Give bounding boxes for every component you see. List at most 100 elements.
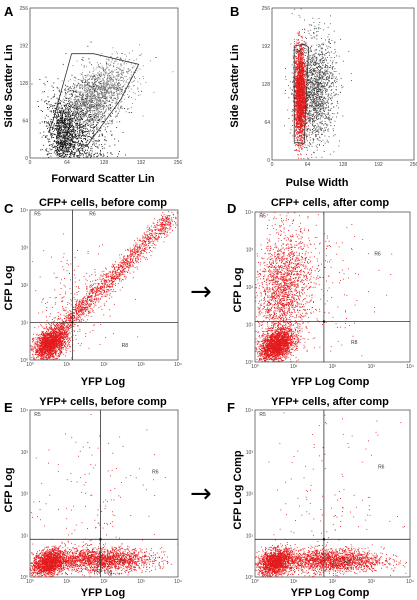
data-point — [68, 129, 69, 130]
data-point — [294, 55, 296, 57]
data-point — [77, 156, 79, 158]
data-point — [69, 113, 71, 115]
data-point — [323, 60, 325, 61]
data-point — [46, 103, 47, 105]
data-point — [121, 71, 123, 73]
data-point — [90, 96, 92, 97]
data-point — [92, 96, 94, 98]
data-point — [309, 139, 311, 141]
data-point — [59, 89, 60, 91]
data-point — [307, 118, 309, 120]
data-point — [106, 74, 108, 76]
data-point — [90, 93, 91, 95]
data-point — [118, 93, 120, 95]
data-point — [65, 100, 67, 102]
data-point — [327, 83, 328, 85]
data-point — [85, 127, 87, 129]
data-point — [308, 79, 309, 81]
data-point — [87, 107, 89, 109]
data-point — [76, 111, 78, 113]
data-point — [327, 73, 329, 75]
data-point — [72, 126, 74, 128]
data-point — [64, 147, 66, 149]
data-point — [313, 36, 315, 38]
data-point — [97, 75, 99, 77]
data-point — [120, 80, 122, 81]
data-point — [56, 108, 58, 110]
data-point — [96, 108, 98, 110]
data-point — [59, 118, 61, 120]
data-point — [94, 78, 96, 80]
data-point — [93, 86, 95, 88]
data-point — [113, 88, 115, 90]
data-point — [303, 48, 305, 50]
data-point — [91, 64, 93, 66]
data-point — [318, 79, 320, 81]
data-point — [87, 146, 89, 148]
data-point — [103, 85, 105, 87]
data-point — [123, 63, 125, 65]
data-point — [57, 148, 59, 149]
data-point — [315, 111, 317, 113]
data-point — [318, 114, 319, 116]
data-point — [65, 125, 66, 127]
data-point — [310, 117, 312, 119]
data-point — [93, 134, 95, 136]
data-point — [64, 140, 66, 142]
data-point — [317, 54, 319, 55]
data-point — [85, 123, 87, 125]
data-point — [324, 72, 326, 74]
data-point — [328, 38, 330, 40]
data-point — [127, 94, 129, 95]
data-point — [316, 102, 318, 103]
data-point — [322, 56, 324, 58]
data-point — [67, 113, 69, 115]
data-point — [313, 106, 314, 108]
data-point — [309, 91, 311, 93]
data-point — [83, 128, 84, 129]
data-point — [53, 110, 55, 112]
data-point — [321, 38, 322, 39]
data-point — [103, 104, 105, 106]
data-point — [316, 114, 318, 116]
data-point — [120, 73, 122, 74]
data-point — [133, 85, 135, 86]
data-point — [77, 108, 79, 110]
data-point — [79, 109, 81, 110]
data-point — [318, 84, 320, 86]
data-point — [65, 153, 67, 155]
data-point — [288, 118, 290, 119]
data-point — [56, 153, 58, 155]
data-point — [104, 106, 106, 108]
data-point — [99, 100, 100, 102]
data-point — [314, 132, 316, 133]
data-point — [72, 118, 74, 120]
data-point — [39, 122, 41, 124]
data-point — [85, 80, 86, 82]
data-point — [47, 153, 49, 155]
data-point — [111, 72, 113, 74]
data-point — [88, 136, 90, 137]
data-point — [127, 60, 129, 62]
data-point — [94, 105, 96, 107]
data-point — [73, 76, 75, 78]
data-point — [310, 74, 312, 76]
data-point — [303, 112, 305, 114]
data-point — [67, 141, 69, 143]
data-point — [313, 93, 315, 95]
panel-letter-c: C — [4, 201, 14, 216]
data-point — [318, 118, 320, 120]
data-point — [116, 87, 118, 88]
data-point — [48, 141, 49, 143]
data-point — [91, 100, 93, 102]
data-point — [95, 106, 97, 107]
data-point — [48, 145, 50, 146]
data-point — [86, 143, 88, 145]
data-point — [110, 107, 112, 109]
data-point — [71, 145, 73, 147]
data-point — [321, 85, 322, 87]
data-point — [308, 113, 310, 115]
data-point — [55, 153, 57, 155]
data-point — [57, 153, 59, 155]
data-point — [127, 108, 129, 110]
